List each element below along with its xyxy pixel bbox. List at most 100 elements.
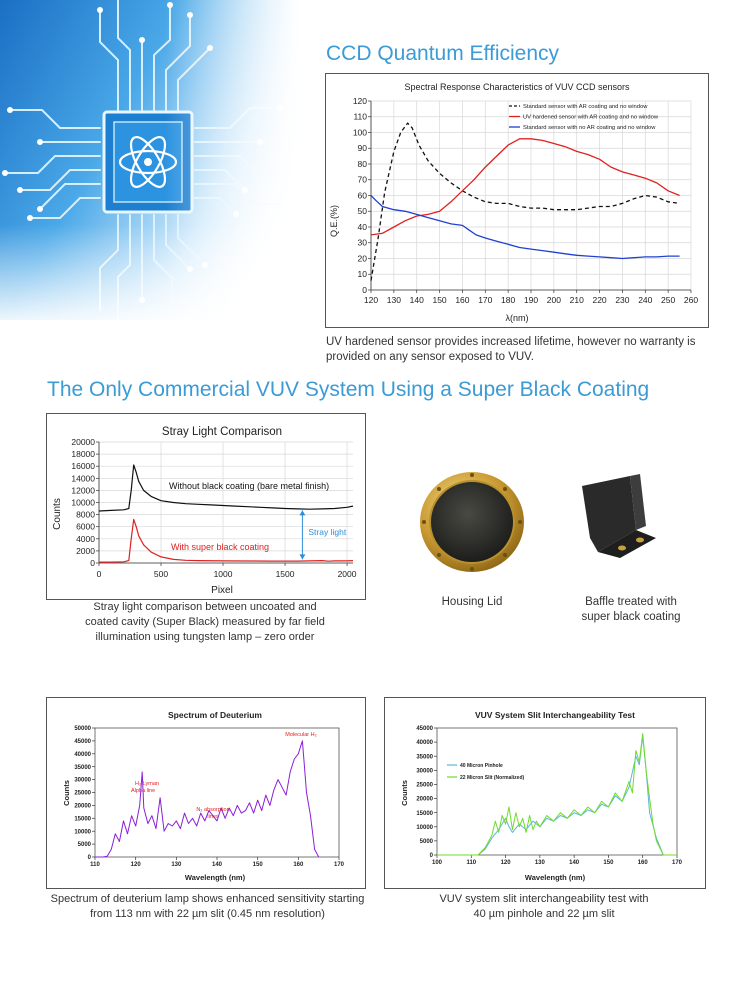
data-point [515, 812, 516, 813]
data-point [531, 249, 532, 250]
x-tick-label: 120 [131, 862, 142, 868]
data-point [668, 256, 669, 257]
y-tick-label: 70 [358, 175, 368, 185]
x-tick-label: 1000 [214, 569, 233, 579]
y-tick-label: 50000 [74, 726, 91, 732]
data-point [526, 832, 527, 833]
data-point [99, 511, 100, 512]
y-tick-label: 30000 [74, 778, 91, 784]
data-point [136, 472, 137, 473]
data-point [553, 209, 554, 210]
data-point [656, 840, 657, 841]
data-point [347, 560, 348, 561]
data-point [496, 241, 497, 242]
ccd-caption-line-2: provided on any sensor exposed to VUV. [326, 351, 534, 363]
data-point [184, 813, 185, 814]
data-point [377, 239, 378, 240]
data-point [615, 795, 616, 796]
stray-light-chart: Stray Light Comparison 0 500 1000 1500 20000… [52, 426, 357, 596]
data-point [309, 560, 310, 561]
data-point [309, 509, 310, 510]
y-tick-label: 40000 [74, 752, 91, 758]
x-tick-label: 250 [661, 295, 675, 305]
data-point [247, 561, 248, 562]
data-point [629, 787, 630, 788]
data-point [529, 815, 530, 816]
data-point [334, 508, 335, 509]
data-point [508, 203, 509, 204]
data-point [611, 257, 612, 258]
data-point [407, 123, 408, 124]
data-point [161, 500, 162, 501]
x-tick-label: 180 [501, 295, 515, 305]
data-point [95, 857, 96, 858]
ccd-section-title: CCD Quantum Efficiency [326, 42, 560, 65]
y-axis-label: Counts [62, 780, 71, 806]
x-tick-label: 120 [364, 295, 378, 305]
y-tick-label: 5000 [78, 842, 92, 848]
data-point [495, 821, 496, 822]
data-point [505, 824, 506, 825]
y-axis-label: Q.E.(%) [329, 205, 339, 237]
deuterium-chart-frame: Spectrum of Deuterium 110 120 130 140 150 160… [46, 697, 366, 889]
data-point [611, 167, 612, 168]
data-point [509, 807, 510, 808]
y-tick-label: 0 [88, 855, 92, 861]
data-point [656, 256, 657, 257]
y-tick-label: 120 [353, 96, 367, 106]
data-point [615, 792, 616, 793]
annotation-bare-metal: Without black coating (bare metal finish… [169, 481, 329, 491]
data-point [223, 505, 224, 506]
legend-label: UV hardened sensor with AR coating and n… [523, 115, 659, 121]
x-axis-label: Wavelength (nm) [525, 873, 586, 882]
stray-caption: Stray light comparison between uncoated … [40, 600, 370, 645]
data-point [286, 795, 287, 796]
ccd-qe-chart: Spectral Response Characteristics of VUV… [329, 82, 698, 323]
y-tick-label: 25000 [74, 791, 91, 797]
data-point [635, 750, 636, 751]
data-point [318, 857, 319, 858]
chart-title: VUV System Slit Interchangeability Test [475, 710, 635, 720]
data-point [428, 214, 429, 215]
data-point [679, 256, 680, 257]
y-tick-label: 60 [358, 190, 368, 200]
series-line-3 [370, 195, 680, 260]
slit-chart: VUV System Slit Interchangeability Test … [400, 710, 683, 882]
x-axis-label: Pixel [211, 585, 233, 596]
data-point [485, 849, 486, 850]
data-point [249, 802, 250, 803]
data-point [393, 151, 394, 152]
data-point [111, 562, 112, 563]
deuterium-caption: Spectrum of deuterium lamp shows enhance… [40, 892, 375, 922]
x-tick-label: 170 [478, 295, 492, 305]
slit-caption-line-2: 40 µm pinhole and 22 µm slit [473, 908, 615, 920]
x-tick-label: 110 [466, 860, 476, 866]
x-axis-label: Wavelength (nm) [185, 873, 246, 882]
y-tick-label: 20000 [416, 797, 433, 803]
data-point [290, 771, 291, 772]
data-point [294, 759, 295, 760]
data-point [233, 815, 234, 816]
data-point [123, 509, 124, 510]
x-tick-label: 150 [253, 862, 264, 868]
data-point [632, 792, 633, 793]
data-point [302, 740, 303, 741]
slit-caption: VUV system slit interchangeability test … [384, 892, 704, 922]
data-point [111, 849, 112, 850]
y-tick-label: 6000 [76, 522, 95, 532]
data-point [371, 234, 372, 235]
annotation-molecular: Molecular H₂ [285, 732, 316, 738]
data-point [143, 490, 144, 491]
data-point [645, 195, 646, 196]
data-point [502, 815, 503, 816]
plot-area [436, 727, 678, 856]
baffle-caption: Baffle treated with super black coating [566, 595, 696, 625]
data-point [439, 211, 440, 212]
x-tick-label: 120 [501, 860, 512, 866]
data-point [210, 504, 211, 505]
data-point [485, 167, 486, 168]
data-point [257, 800, 258, 801]
y-tick-label: 80 [358, 159, 368, 169]
data-point [353, 560, 354, 561]
y-tick-label: 5000 [420, 839, 434, 845]
